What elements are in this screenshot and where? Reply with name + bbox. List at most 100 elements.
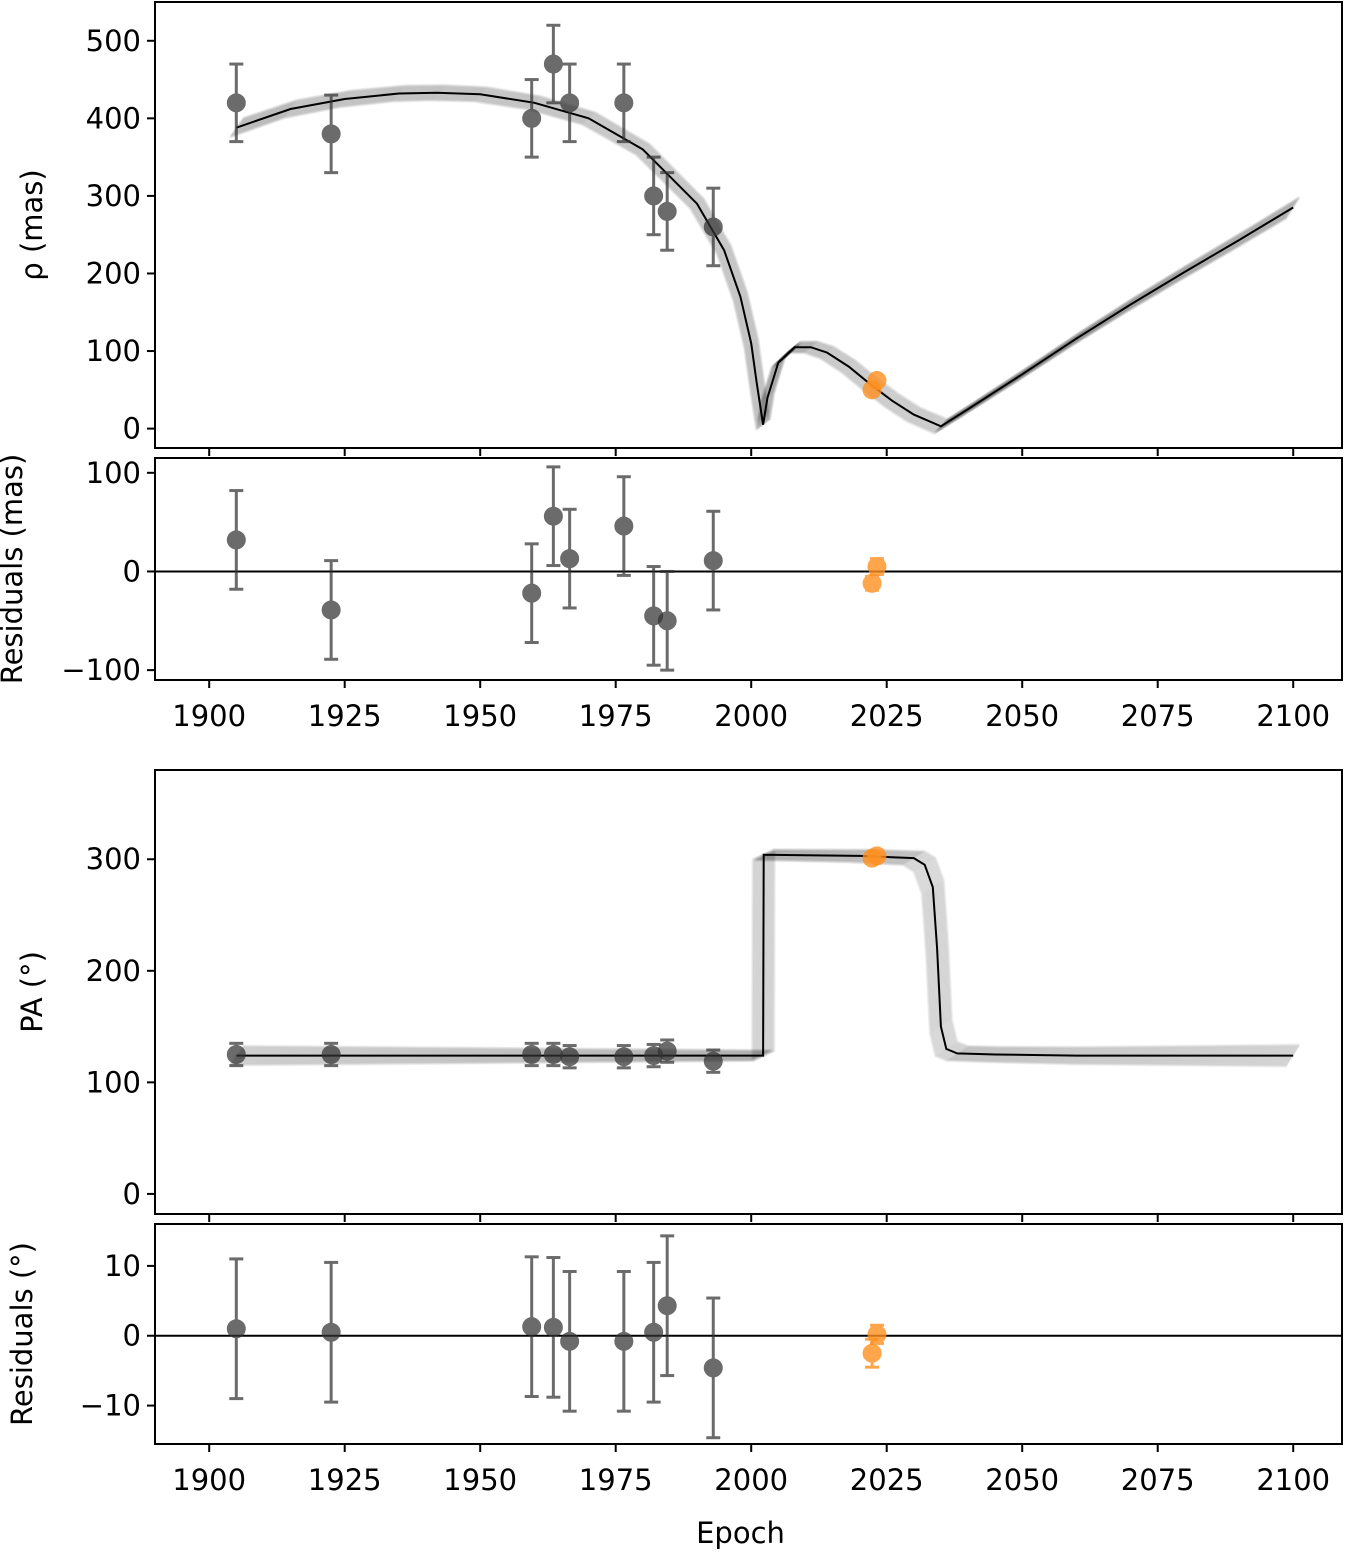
pa-archival-point: [703, 1048, 723, 1074]
data-marker: [703, 551, 723, 571]
data-marker: [703, 1051, 723, 1071]
rho-ytick-label: 100: [86, 334, 141, 368]
data-marker: [522, 108, 542, 128]
pa-orbit-sample: [231, 856, 1289, 1065]
pa-orbit-sample: [243, 848, 1301, 1052]
rho-residuals-xtick-label: 1975: [579, 699, 653, 733]
rho-archival-point: [703, 186, 723, 268]
pa-residuals-archival-point: [522, 1255, 542, 1399]
data-marker: [522, 583, 542, 603]
rho-residuals-archival-point: [703, 509, 723, 612]
data-marker: [703, 1358, 723, 1378]
rho-residuals-plot-area: [155, 465, 1342, 672]
data-marker: [867, 846, 887, 866]
data-marker: [522, 1317, 542, 1337]
pa-orbit-sample: [232, 856, 1290, 1064]
rho-residuals-ytick-label: 100: [86, 456, 141, 490]
data-marker: [321, 600, 341, 620]
pa-archival-point: [543, 1041, 563, 1068]
rho-residuals-xtick-label: 2100: [1256, 699, 1330, 733]
rho-plot-area: [226, 23, 1301, 435]
rho-residuals-new-point: [867, 557, 887, 577]
pa-residuals-xlabel: Epoch: [696, 1516, 785, 1550]
rho-frame: [154, 1, 1343, 449]
data-marker: [657, 1041, 677, 1061]
pa-residuals-xtick-label: 1975: [579, 1463, 653, 1497]
rho-ytick-label: 500: [86, 24, 141, 58]
pa-residuals-panel: −10 0 10 1900 1925 1950 1975 2000 2025 2050 2075 21…: [5, 1223, 1343, 1550]
pa-residuals-ylabel: Residuals (°): [5, 1242, 39, 1426]
rho-orbit-sample: [242, 83, 1301, 421]
pa-orbit-sample: [232, 855, 1290, 1063]
data-marker: [543, 54, 563, 74]
rho-orbit-sample: [241, 85, 1300, 423]
data-marker: [226, 1319, 246, 1339]
pa-frame: [154, 769, 1343, 1215]
rho-orbit-sample: [237, 89, 1296, 427]
pa-residuals-frame: [154, 1223, 1343, 1445]
rho-residuals-xtick-label: 1950: [443, 699, 517, 733]
rho-ytick-label: 0: [123, 412, 141, 446]
rho-orbit-sample: [231, 96, 1290, 433]
pa-orbit-sample: [230, 857, 1288, 1066]
pa-residuals-xtick-label: 1950: [443, 1463, 517, 1497]
pa-residuals-archival-point: [614, 1269, 634, 1413]
data-marker: [522, 1044, 542, 1064]
data-marker: [614, 1331, 634, 1351]
rho-residuals-xtick-label: 2000: [714, 699, 788, 733]
rho-orbit-sample: [236, 90, 1295, 428]
data-marker: [614, 93, 634, 113]
rho-residuals-archival-point: [657, 569, 677, 672]
data-marker: [644, 186, 664, 206]
rho-ytick-label: 400: [86, 101, 141, 135]
rho-orbit-sample: [238, 87, 1297, 425]
rho-residuals-xtick-label: 1925: [308, 699, 382, 733]
rho-orbit-sample: [240, 86, 1299, 424]
rho-new-point: [867, 371, 887, 391]
data-marker: [657, 611, 677, 631]
pa-archival-point: [614, 1044, 634, 1070]
pa-residuals-archival-point: [560, 1269, 580, 1413]
rho-orbit-sample: [242, 84, 1301, 422]
pa-orbit-sample: [229, 858, 1287, 1068]
rho-ytick-label: 200: [86, 256, 141, 290]
rho-orbit-sample: [237, 89, 1296, 426]
pa-residuals-plot-area: [155, 1234, 1342, 1440]
rho-orbit-sample: [232, 95, 1291, 432]
rho-residuals-archival-point: [226, 489, 246, 591]
data-marker: [867, 371, 887, 391]
data-marker: [543, 1044, 563, 1064]
pa-residuals-archival-point: [321, 1260, 341, 1404]
pa-orbit-sample: [241, 848, 1299, 1053]
pa-residuals-new-point: [867, 1323, 887, 1345]
pa-residuals-ytick-label: −10: [80, 1389, 141, 1423]
pa-orbit-sample: [237, 852, 1295, 1057]
pa-residuals-archival-point: [644, 1260, 664, 1404]
data-marker: [321, 1044, 341, 1064]
rho-orbit-sample: [230, 97, 1289, 434]
rho-orbit-sample: [228, 98, 1288, 435]
rho-residuals-new-point: [862, 573, 882, 593]
data-marker: [657, 1296, 677, 1316]
rho-orbit-sample: [229, 98, 1288, 435]
rho-archival-point: [657, 171, 677, 252]
pa-residuals-xtick-label: 2025: [850, 1463, 924, 1497]
rho-residuals-ytick-label: −100: [61, 653, 141, 687]
pa-orbit-sample: [231, 857, 1289, 1066]
pa-plot-area: [226, 846, 1301, 1074]
data-marker: [703, 217, 723, 237]
pa-residuals-archival-point: [226, 1257, 246, 1401]
pa-orbit-sample: [240, 850, 1298, 1055]
data-marker: [543, 506, 563, 526]
rho-best-fit-line: [235, 91, 1294, 428]
data-marker: [321, 124, 341, 144]
pa-archival-point: [522, 1041, 542, 1068]
rho-archival-point: [226, 62, 246, 144]
rho-residuals-ytick-label: 0: [123, 554, 141, 588]
pa-new-point: [867, 846, 887, 866]
pa-orbit-sample: [234, 854, 1292, 1061]
data-marker: [644, 1322, 664, 1342]
rho-residuals-archival-point: [522, 542, 542, 645]
rho-archival-point: [614, 62, 634, 144]
data-marker: [226, 1044, 246, 1064]
